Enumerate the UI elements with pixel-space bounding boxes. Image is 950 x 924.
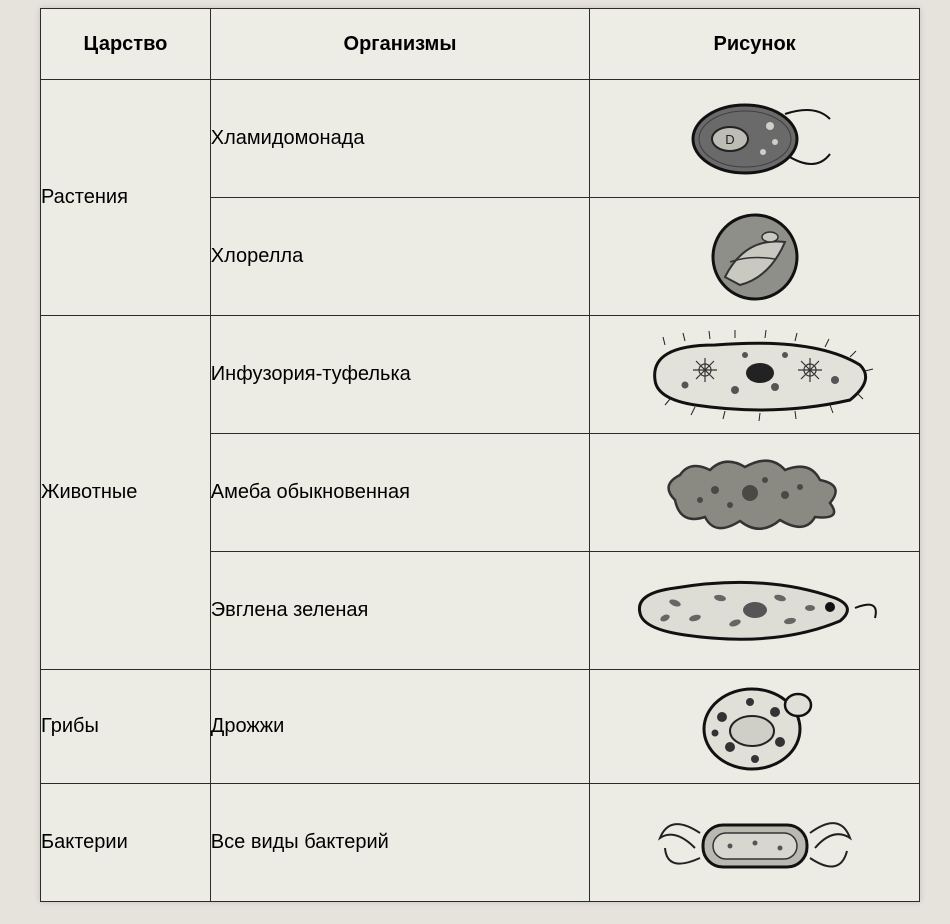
header-organism: Организмы [210,9,589,80]
page: Царство Организмы Рисунок Растения Хлами… [0,0,950,924]
table-row: Бактерии Все виды бактерий [41,784,920,902]
organism-cell: Все виды бактерий [210,784,589,902]
organism-cell: Хлорелла [210,198,589,316]
drawing-cell [590,784,920,902]
organism-cell: Инфузория-туфелька [210,316,589,434]
euglena-icon [625,563,885,658]
bacteria-icon [655,793,855,893]
drawing-cell [590,434,920,552]
drawing-cell [590,670,920,784]
table-header-row: Царство Организмы Рисунок [41,9,920,80]
organisms-table: Царство Организмы Рисунок Растения Хлами… [40,8,920,902]
table-row: Животные Инфузория-туфелька [41,316,920,434]
kingdom-cell-fungi: Грибы [41,670,211,784]
header-drawing: Рисунок [590,9,920,80]
yeast-icon [690,677,820,777]
table-row: Растения Хламидомонада D [41,80,920,198]
chlorella-icon [700,207,810,307]
drawing-cell: D [590,80,920,198]
kingdom-cell-animals: Животные [41,316,211,670]
drawing-cell [590,552,920,670]
kingdom-cell-plants: Растения [41,80,211,316]
organism-cell: Амеба обыкновенная [210,434,589,552]
organism-cell: Хламидомонада [210,80,589,198]
chlamydomonas-icon: D [675,94,835,184]
paramecium-icon [625,325,885,425]
svg-text:D: D [725,132,734,147]
amoeba-icon [655,445,855,540]
organism-cell: Дрожжи [210,670,589,784]
organism-cell: Эвглена зеленая [210,552,589,670]
drawing-cell [590,316,920,434]
header-kingdom: Царство [41,9,211,80]
drawing-cell [590,198,920,316]
table-row: Грибы Дрожжи [41,670,920,784]
kingdom-cell-bacteria: Бактерии [41,784,211,902]
